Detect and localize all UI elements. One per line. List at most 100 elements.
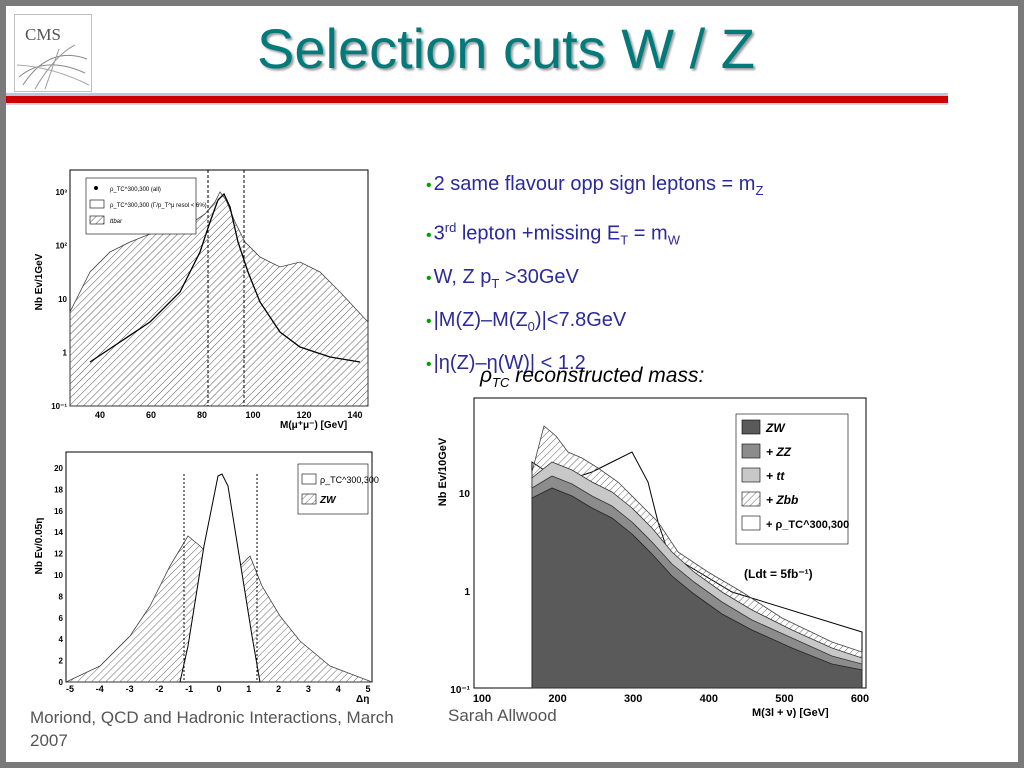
bullet-item: • 3rd lepton +missing ET = mW xyxy=(426,209,986,259)
title-rule-red xyxy=(6,96,948,103)
x-tick-label: 80 xyxy=(197,410,207,420)
y-tick-label: 1 xyxy=(464,587,470,598)
bullet-text: |M(Z)–M(Z xyxy=(433,308,528,331)
y-tick-label: 12 xyxy=(54,550,63,559)
x-tick-label: 120 xyxy=(296,410,311,420)
x-tick-label: 2 xyxy=(276,684,281,694)
delta-eta-plot: ρ_TC^300,300 ZW -5 -4 -3 -2 -1 0 1 2 3 4 5 0 2 4 6 8 10… xyxy=(30,446,380,706)
y-tick-label: 6 xyxy=(59,614,64,623)
y-tick-label: 0 xyxy=(59,678,64,687)
y-tick-label: 20 xyxy=(54,464,63,473)
legend-label-ttbar: ttbar xyxy=(110,219,123,225)
x-tick-label: 3 xyxy=(306,684,311,694)
x-tick-label: 60 xyxy=(146,410,156,420)
bullet-text: 2 same flavour opp sign leptons = m xyxy=(433,173,756,195)
legend-label-all: ρ_TC^300,300 (all) xyxy=(110,187,161,193)
x-tick-label: 500 xyxy=(775,693,793,705)
delta-eta-svg: ρ_TC^300,300 ZW -5 -4 -3 -2 -1 0 1 2 3 4 5 0246810… xyxy=(34,451,379,705)
mass-3l-plot: ZW + ZZ + tt + Zbb + ρ_TC^300,300 (Ldt =… xyxy=(432,392,872,719)
x-ticks: -5 -4 -3 -2 -1 0 1 2 3 4 5 xyxy=(66,684,371,694)
y-tick-label: 10 xyxy=(58,295,67,304)
y-ticks: 0 2 4 6 8 10 12 14 16 18 20 xyxy=(54,464,63,687)
legend-marker-zbb xyxy=(741,491,761,507)
zw-area xyxy=(531,487,863,689)
x-ticks: 100 200 300 400 500 600 xyxy=(473,693,869,705)
y-axis-label: Nb Ev/0.05η xyxy=(34,518,45,575)
mass-mumu-svg: ρ_TC^300,300 (all) ρ_TC^300,300 (Γ/p_T^μ… xyxy=(34,169,369,431)
y-tick-label: 14 xyxy=(54,528,63,537)
x-tick-label: 600 xyxy=(851,693,869,705)
y-tick-label: 2 xyxy=(59,657,64,666)
caption-text: reconstructed mass: xyxy=(509,364,705,387)
y-tick-label: 8 xyxy=(59,592,64,601)
slide: CMS Selection cuts W / Z xyxy=(6,6,1018,762)
bullet-marker: • xyxy=(426,355,432,373)
bullet-text: lepton +missing E xyxy=(456,222,621,245)
y-tick-label: 1 xyxy=(63,349,68,358)
x-axis-label: M(μ⁺μ⁻) [GeV] xyxy=(280,420,347,431)
bullet-text: 3 xyxy=(433,222,445,245)
bullet-marker: • xyxy=(426,269,432,287)
x-tick-label: 4 xyxy=(336,684,341,694)
title-rule-bottom xyxy=(6,103,948,105)
bullet-sub: T xyxy=(491,275,500,291)
x-tick-label: 400 xyxy=(700,693,718,705)
bullet-marker: • xyxy=(426,177,432,194)
x-tick-label: -5 xyxy=(66,684,74,694)
bullet-text: >30GeV xyxy=(499,265,579,288)
legend-label-zbb: + Zbb xyxy=(766,493,798,507)
y-ticks: 10⁻¹ 1 10 xyxy=(450,489,470,696)
luminosity-annotation: (Ldt = 5fb⁻¹) xyxy=(744,567,813,581)
bullet-item: • 2 same flavour opp sign leptons = mZ xyxy=(426,166,986,209)
legend-box xyxy=(297,463,369,515)
legend-label-rho: + ρ_TC^300,300 xyxy=(766,519,849,531)
mass-mumu-plot: ρ_TC^300,300 (all) ρ_TC^300,300 (Γ/p_T^μ… xyxy=(30,162,376,434)
rho-open-curve xyxy=(179,473,261,683)
footer-conference: Moriond, QCD and Hadronic Interactions, … xyxy=(30,708,394,750)
plot-caption: ρTC reconstructed mass: xyxy=(480,364,704,390)
mass-3l-svg: ZW + ZZ + tt + Zbb + ρ_TC^300,300 (Ldt =… xyxy=(437,397,869,719)
y-tick-label: 10⁻¹ xyxy=(450,685,470,696)
x-tick-label: 0 xyxy=(216,684,221,694)
legend-marker-rho xyxy=(301,473,317,485)
legend-marker-rho xyxy=(741,515,761,531)
legend-marker-all xyxy=(94,186,98,190)
x-tick-label: 200 xyxy=(548,693,566,705)
legend-label-tt: + tt xyxy=(766,469,785,483)
cms-logo: CMS xyxy=(14,14,92,92)
x-tick-label: -3 xyxy=(126,684,134,694)
bullet-text: )|<7.8GeV xyxy=(534,308,627,331)
ttbar-hatched-band xyxy=(69,191,369,407)
bullet-item: • W, Z pT >30GeV xyxy=(426,259,986,302)
x-axis-label: M(3l + ν) [GeV] xyxy=(752,707,829,718)
x-ticks: 40 60 80 100 120 140 xyxy=(95,410,363,420)
legend-marker-zz xyxy=(741,443,761,459)
y-tick-label: 10² xyxy=(55,242,67,251)
x-tick-label: 40 xyxy=(95,410,105,420)
bullet-sup: rd xyxy=(444,220,457,235)
caption-rho: ρ xyxy=(480,364,493,387)
x-axis-label: Δη xyxy=(356,694,369,705)
bullet-sub: W xyxy=(667,232,680,248)
footer-author: Sarah Allwood xyxy=(448,706,557,725)
legend-marker-ttbar xyxy=(89,215,105,225)
cms-logo-graphic xyxy=(16,44,90,90)
bullet-item: • |η(Z)–η(W)| < 1.2 xyxy=(426,345,986,383)
legend-label-rho: ρ_TC^300,300 xyxy=(320,475,379,485)
x-tick-label: -4 xyxy=(96,684,104,694)
selection-bullets: • 2 same flavour opp sign leptons = mZ • 3… xyxy=(426,166,986,383)
x-tick-label: -1 xyxy=(185,684,193,694)
legend-marker-zw xyxy=(741,419,761,435)
x-tick-label: -2 xyxy=(155,684,163,694)
signal-curve xyxy=(89,192,361,363)
legend-marker-tt xyxy=(741,467,761,483)
bullet-sub: Z xyxy=(755,183,764,198)
y-tick-label: 10⁻¹ xyxy=(51,402,67,411)
y-ticks: 10⁻¹ 1 10 10² 10³ xyxy=(51,188,67,411)
caption-sub: TC xyxy=(492,375,510,391)
y-axis-label: Nb Ev/10GeV xyxy=(437,437,449,506)
bullet-text: W, Z p xyxy=(433,265,492,288)
y-axis-label: Nb Ev/1GeV xyxy=(34,253,45,310)
cms-logo-text: CMS xyxy=(25,25,61,44)
x-tick-label: 100 xyxy=(473,693,491,705)
